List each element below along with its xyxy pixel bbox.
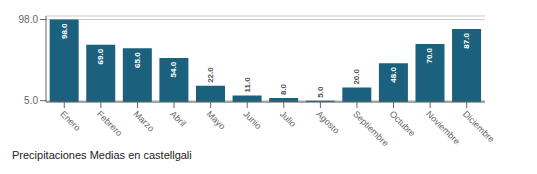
svg-text:Febrero: Febrero [95, 109, 124, 138]
svg-text:87.0: 87.0 [462, 33, 471, 49]
svg-text:Diciembre: Diciembre [461, 109, 497, 145]
svg-text:Abril: Abril [168, 109, 188, 129]
html-text:Precipitaciones Medias en cast: Precipitaciones Medias en castellgali [12, 149, 192, 161]
svg-text:Septiembre: Septiembre [351, 109, 391, 146]
svg-text:70.0: 70.0 [425, 47, 434, 63]
svg-text:22.0: 22.0 [206, 67, 215, 83]
svg-text:69.0: 69.0 [96, 48, 105, 64]
svg-text:Noviembre: Noviembre [424, 109, 462, 146]
svg-text:98.0: 98.0 [60, 23, 69, 39]
svg-text:48.0: 48.0 [389, 67, 398, 83]
svg-text:Julio: Julio [278, 109, 298, 129]
svg-text:5.0: 5.0 [24, 95, 38, 106]
svg-text:Mayo: Mayo [205, 109, 228, 132]
svg-text:98.0: 98.0 [19, 14, 39, 25]
svg-text:Junio: Junio [241, 109, 263, 131]
svg-text:8.0: 8.0 [279, 83, 288, 95]
svg-text:11.0: 11.0 [243, 77, 252, 93]
svg-text:Enero: Enero [58, 109, 82, 133]
svg-text:20.0: 20.0 [352, 68, 361, 84]
svg-text:Octubre: Octubre [388, 109, 418, 139]
svg-text:54.0: 54.0 [169, 61, 178, 77]
svg-text:Marzo: Marzo [132, 109, 157, 134]
svg-text:Agosto: Agosto [314, 109, 341, 136]
svg-text:65.0: 65.0 [133, 52, 142, 68]
svg-text:5.0: 5.0 [316, 86, 325, 98]
